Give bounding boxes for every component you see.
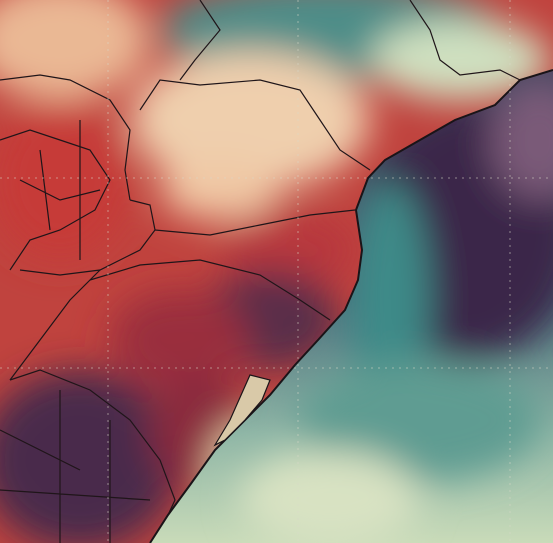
borders xyxy=(0,0,521,543)
ocean-field xyxy=(240,80,553,543)
coastline xyxy=(149,69,553,543)
lagoon xyxy=(213,374,271,447)
